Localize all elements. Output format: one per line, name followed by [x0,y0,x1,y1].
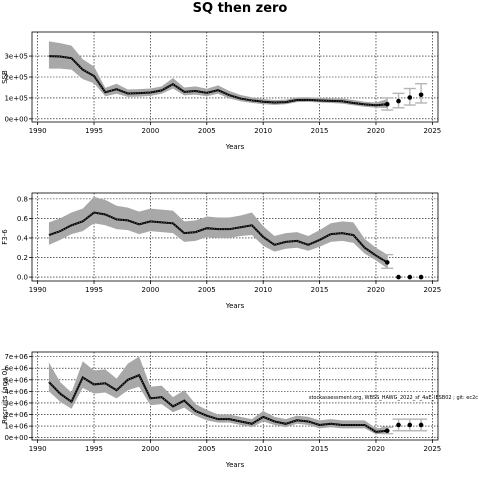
projection-point [396,98,401,104]
y-tick-label: 0.4 [17,234,29,242]
projection-point [418,274,424,280]
y-tick-label: 0.8 [17,195,28,203]
x-tick-label: 2000 [142,445,160,453]
x-tick-label: 2000 [142,127,160,135]
projection-point [418,422,424,428]
plot-frame [31,192,439,282]
y-tick-label: 1e+05 [4,94,28,102]
confidence-band [48,196,388,269]
y-tick-label: 4e+06 [4,388,28,396]
y-tick-label: 0.0 [17,274,28,282]
x-tick-label: 1995 [85,445,103,453]
y-tick-label: 2e+06 [4,411,28,419]
projection-point [384,260,390,265]
x-axis-label: Years [225,302,245,310]
x-tick-label: 2005 [198,286,216,294]
x-tick-label: 1995 [85,286,103,294]
confidence-band [48,356,388,435]
x-tick-label: 2015 [311,286,329,294]
estimate-line-dots [48,374,388,433]
x-tick-label: 2010 [254,445,272,453]
x-tick-label: 2005 [198,445,216,453]
x-tick-label: 1990 [29,286,47,294]
x-tick-label: 1995 [85,127,103,135]
y-axis-label: SSB [1,70,9,84]
y-tick-label: 7e+06 [4,353,28,361]
x-tick-label: 2010 [254,286,272,294]
plot-frame [31,351,439,441]
annotation-text: stockassessment.org, WBSS_HAWG_2022_sf_4… [309,395,478,401]
x-tick-label: 2020 [367,286,385,294]
y-tick-label: 1e+06 [4,423,28,431]
projection-point [407,422,413,428]
estimate-line-dots [48,55,388,106]
x-tick-label: 2025 [423,445,441,453]
y-tick-label: 0e+00 [4,434,28,442]
x-tick-label: 2000 [142,286,160,294]
projection-point [407,274,413,280]
projection-point [396,274,401,280]
page-title: SQ then zero [192,1,288,16]
projection-point [418,92,424,98]
estimate-line-dots [48,212,388,263]
x-tick-label: 2025 [423,127,441,135]
x-tick-label: 2020 [367,127,385,135]
x-tick-label: 2020 [367,445,385,453]
x-tick-label: 2010 [254,127,272,135]
y-tick-label: 0e+00 [4,115,28,123]
y-axis-label: F3-6 [1,229,9,245]
x-tick-label: 2015 [311,127,329,135]
projection-point [407,95,413,100]
x-tick-label: 1990 [29,127,47,135]
y-tick-label: 2e+05 [4,74,28,82]
x-tick-label: 2025 [423,286,441,294]
x-tick-label: 1990 [29,445,47,453]
projection-point [396,422,401,428]
x-axis-label: Years [225,461,245,469]
x-tick-label: 2015 [311,445,329,453]
projection-point [384,428,390,434]
confidence-band [48,41,388,108]
y-tick-label: 6e+06 [4,365,28,373]
y-tick-label: 3e+05 [4,53,28,61]
y-tick-label: 5e+06 [4,376,28,384]
projection-point [384,101,390,107]
x-tick-label: 2005 [198,127,216,135]
y-axis-label: Recruits (age 0) [1,368,9,424]
y-tick-label: 3e+06 [4,399,28,407]
x-axis-label: Years [225,143,245,151]
y-tick-label: 0.6 [17,215,29,223]
y-tick-label: 0.2 [17,254,28,262]
